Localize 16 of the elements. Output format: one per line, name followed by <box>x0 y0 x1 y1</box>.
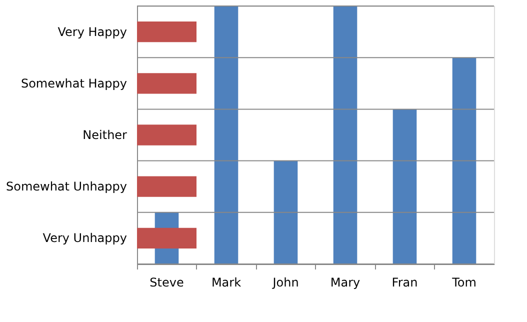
x-tick-label: Mark <box>211 276 242 290</box>
x-tick-label: Mary <box>330 276 360 290</box>
x-tick-label: Fran <box>392 276 418 290</box>
bar <box>214 6 238 264</box>
band-label: Very Unhappy <box>42 231 127 246</box>
bar <box>392 109 417 264</box>
bar <box>452 58 476 264</box>
bar <box>274 160 298 264</box>
x-tick-label: John <box>272 276 299 290</box>
band-label: Very Happy <box>58 24 127 39</box>
band-label: Somewhat Happy <box>20 76 127 90</box>
x-tick-label: Tom <box>451 276 476 290</box>
bar <box>333 6 358 264</box>
band-label: Somewhat Unhappy <box>6 180 127 194</box>
x-tick-label: Steve <box>150 276 184 290</box>
band-label: Neither <box>82 128 128 142</box>
